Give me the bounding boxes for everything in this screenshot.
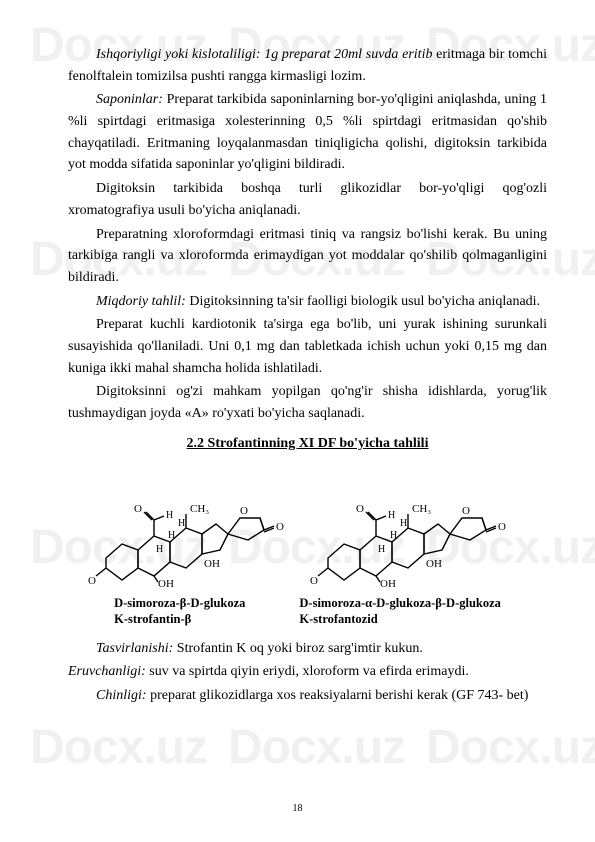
caption-right-line2: K-strofantozid — [299, 612, 501, 628]
svg-text:H: H — [168, 530, 175, 541]
svg-text:O: O — [276, 521, 284, 533]
para-5: Miqdoriy tahlil: Digitoksinning ta'sir f… — [68, 291, 547, 313]
term-miqdoriy: Miqdoriy tahlil: — [96, 294, 186, 309]
caption-left-line1: D-simoroza-β-D-glukoza — [114, 596, 245, 612]
svg-text:O: O — [310, 575, 318, 587]
page-content: Ishqoriyligi yoki kislotaliligi: 1g prep… — [68, 44, 547, 709]
svg-text:O: O — [88, 575, 96, 587]
para-1: Ishqoriyligi yoki kislotaliligi: 1g prep… — [68, 44, 547, 87]
svg-text:O: O — [240, 505, 248, 517]
svg-text:OH: OH — [380, 578, 396, 590]
page-number: 18 — [0, 803, 595, 814]
para-5-body: Digitoksinning ta'sir faolligi biologik … — [186, 294, 540, 309]
para-10: Chinligi: preparat glikozidlarga xos rea… — [68, 685, 547, 707]
section-heading: 2.2 Strofantinning XI DF bo'yicha tahlil… — [68, 433, 547, 455]
caption-left: D-simoroza-β-D-glukoza K-strofantin-β — [114, 596, 245, 627]
structure-captions: D-simoroza-β-D-glukoza K-strofantin-β D-… — [68, 596, 547, 627]
svg-text:H: H — [156, 544, 163, 555]
term-tasvirlanishi: Tasvirlanishi: — [96, 641, 173, 656]
para-9-body: suv va spirtda qiyin eriydi, xloroform v… — [146, 664, 469, 679]
structure-svg: O O CH₃ O H OH OH H H H — [88, 460, 528, 592]
para-7: Digitoksinni og'zi mahkam yopilgan qo'ng… — [68, 381, 547, 424]
svg-text:O: O — [134, 503, 142, 515]
svg-text:H: H — [178, 518, 185, 529]
svg-text:OH: OH — [158, 578, 174, 590]
term-eruvchanligi: Eruvchanligi: — [68, 664, 146, 679]
svg-text:O: O — [356, 503, 364, 515]
svg-text:CH₃: CH₃ — [190, 503, 209, 515]
para-4: Preparatning xloroformdagi eritmasi tini… — [68, 224, 547, 289]
term-ishqoriyligi: Ishqoriyligi yoki kislotaliligi: 1g prep… — [96, 47, 432, 62]
para-2: Saponinlar: Preparat tarkibida saponinla… — [68, 89, 547, 176]
chemical-structures: O O CH₃ O H OH OH H H H — [68, 460, 547, 592]
svg-text:OH: OH — [204, 558, 220, 570]
caption-right: D-simoroza-α-D-glukoza-β-D-glukoza K-str… — [299, 596, 501, 627]
svg-text:O: O — [462, 505, 470, 517]
svg-text:OH: OH — [426, 558, 442, 570]
para-3: Digitoksin tarkibida boshqa turli glikoz… — [68, 178, 547, 221]
svg-text:H: H — [388, 510, 395, 521]
para-8-body: Strofantin K oq yoki biroz sarg'imtir ku… — [173, 641, 423, 656]
svg-text:CH₃: CH₃ — [412, 503, 431, 515]
para-10-body: preparat glikozidlarga xos reaksiyalarni… — [147, 688, 529, 703]
svg-text:H: H — [390, 530, 397, 541]
svg-text:H: H — [378, 544, 385, 555]
para-8: Tasvirlanishi: Strofantin K oq yoki biro… — [68, 638, 547, 660]
term-chinligi: Chinligi: — [96, 688, 147, 703]
para-6: Preparat kuchli kardiotonik ta'sirga ega… — [68, 314, 547, 379]
svg-text:H: H — [166, 510, 173, 521]
para-9: Eruvchanligi: suv va spirtda qiyin eriyd… — [68, 661, 547, 683]
caption-left-line2: K-strofantin-β — [114, 612, 245, 628]
svg-text:H: H — [400, 518, 407, 529]
caption-right-line1: D-simoroza-α-D-glukoza-β-D-glukoza — [299, 596, 501, 612]
svg-text:O: O — [498, 521, 506, 533]
term-saponinlar: Saponinlar: — [96, 92, 163, 107]
